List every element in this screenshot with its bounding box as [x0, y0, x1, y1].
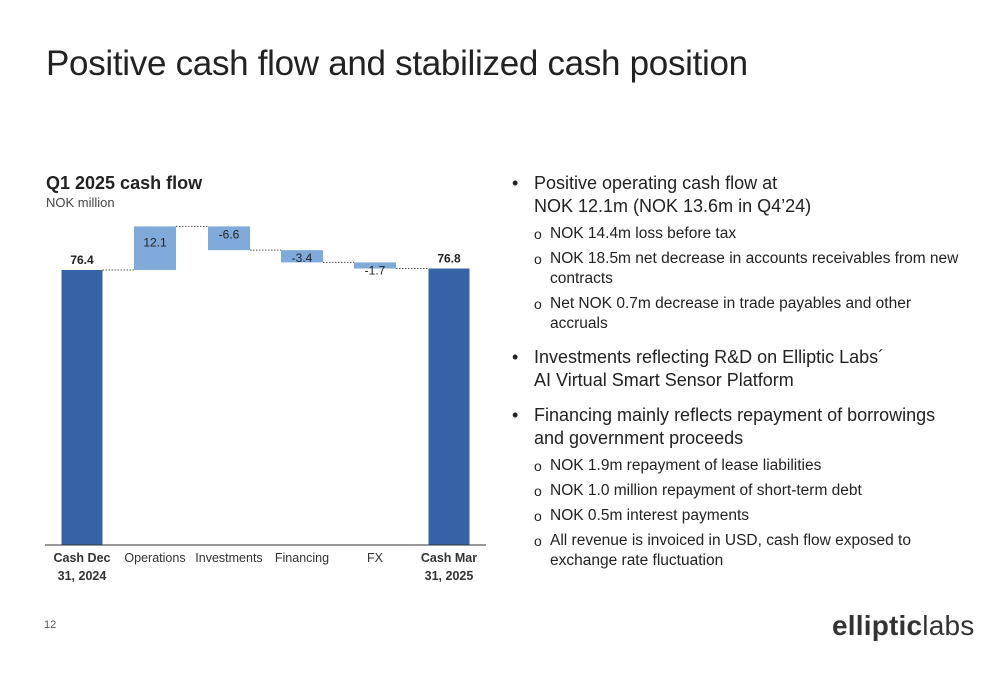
- bullet-item: • Financing mainly reflects repayment of …: [510, 404, 960, 571]
- sub-bullet-item: o NOK 1.0 million repayment of short-term…: [534, 481, 960, 501]
- data-label: 12.1: [143, 235, 167, 249]
- sub-bullet-text: Net NOK 0.7m decrease in trade payables …: [550, 295, 912, 332]
- delta-bar: [281, 250, 323, 263]
- bullet-text: Financing mainly reflects repayment of b…: [534, 405, 936, 448]
- data-label: -1.7: [365, 263, 386, 277]
- sub-bullet-item: o All revenue is invoiced in USD, cash fl…: [534, 531, 960, 571]
- chart-title: Q1 2025 cash flow: [46, 173, 203, 193]
- data-label: 76.8: [437, 252, 461, 266]
- bullet-text: Investments reflecting R&D on Elliptic L…: [534, 347, 885, 390]
- page-title: Positive cash flow and stabilized cash p…: [46, 44, 748, 83]
- data-label: -6.6: [219, 227, 240, 241]
- delta-bar: [134, 226, 176, 270]
- sub-bullet-marker: o: [534, 226, 542, 242]
- bullet-text: Positive operating cash flow at NOK 12.1m…: [534, 173, 812, 216]
- sub-bullet-item: o NOK 18.5m net decrease in accounts rece…: [534, 249, 960, 289]
- data-label: -3.4: [292, 251, 313, 265]
- bullet-dot: •: [512, 405, 519, 425]
- sub-bullet-marker: o: [534, 458, 542, 474]
- delta-bar: [208, 226, 250, 251]
- sub-bullet-text: All revenue is invoiced in USD, cash flo…: [550, 532, 911, 569]
- sub-bullet-marker: o: [534, 251, 542, 267]
- chart-subtitle: NOK million: [46, 195, 115, 210]
- sub-bullet-marker: o: [534, 508, 542, 524]
- category-label: Cash Mar 31, 2025: [421, 551, 477, 583]
- sub-bullet-item: o NOK 1.9m repayment of lease liabilities: [534, 456, 960, 476]
- logo-part-1: elliptic: [832, 610, 923, 641]
- total-bar: [61, 269, 103, 545]
- bullet-list: • Positive operating cash flow at NOK 12.1…: [510, 172, 960, 571]
- category-label: Operations: [124, 551, 185, 565]
- sub-bullet-text: NOK 18.5m net decrease in accounts recei…: [550, 250, 959, 287]
- delta-bar: [354, 262, 396, 269]
- total-bar: [428, 268, 470, 545]
- sub-bullet-item: o NOK 14.4m loss before tax: [534, 224, 960, 244]
- sub-bullet-marker: o: [534, 296, 542, 312]
- bullet-item: • Positive operating cash flow at NOK 12.1…: [510, 172, 960, 334]
- sub-bullet-text: NOK 1.0 million repayment of short-term …: [550, 482, 862, 499]
- bullet-dot: •: [512, 173, 519, 193]
- category-label: Financing: [275, 551, 329, 565]
- category-label: Cash Dec 31, 2024: [54, 551, 111, 583]
- sub-bullet-item: o NOK 0.5m interest payments: [534, 506, 960, 526]
- bullet-item: • Investments reflecting R&D on Elliptic …: [510, 346, 960, 392]
- sub-bullet-marker: o: [534, 483, 542, 499]
- sub-bullet-text: NOK 0.5m interest payments: [550, 507, 749, 524]
- sub-bullet-text: NOK 1.9m repayment of lease liabilities: [550, 457, 822, 474]
- data-label: 76.4: [70, 253, 94, 267]
- sub-bullet-item: o Net NOK 0.7m decrease in trade payables…: [534, 294, 960, 334]
- elliptic-labs-logo: ellipticlabs: [832, 610, 974, 642]
- sub-bullet-text: NOK 14.4m loss before tax: [550, 225, 737, 242]
- waterfall-chart: 76.4 12.1 -6.6 -3.4 -1.7 76.8 Cash Dec 31, 2024…: [45, 225, 486, 583]
- bullet-dot: •: [512, 347, 519, 367]
- sub-bullet-marker: o: [534, 533, 542, 549]
- sub-bullet-list: o NOK 14.4m loss before tax o NOK 18.5m net…: [534, 224, 960, 334]
- category-label: FX: [367, 551, 384, 565]
- category-label: Investments: [195, 551, 262, 565]
- page-number: 12: [44, 619, 57, 631]
- logo-part-2: labs: [922, 610, 975, 641]
- sub-bullet-list: o NOK 1.9m repayment of lease liabilities…: [534, 456, 960, 571]
